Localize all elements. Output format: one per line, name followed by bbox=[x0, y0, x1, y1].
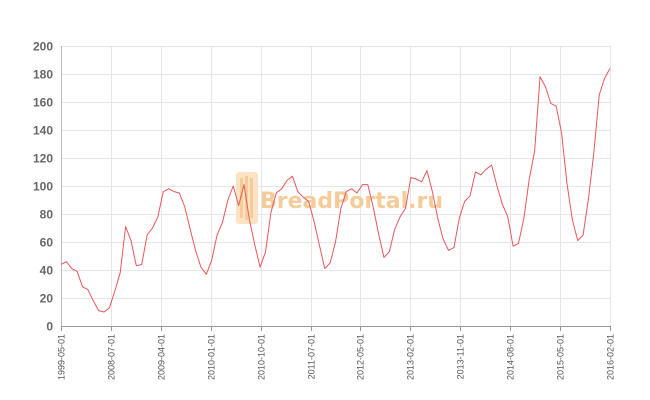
y-axis-ticks: 0 20 40 60 80 100 120 140 160 180 200 bbox=[33, 40, 53, 334]
x-tick-label: 2015-05-01 bbox=[556, 334, 566, 380]
series-line bbox=[60, 68, 611, 313]
y-tick-label: 0 bbox=[46, 320, 53, 334]
y-tick-label: 120 bbox=[33, 152, 53, 166]
x-tick-label: 2011-07-01 bbox=[307, 334, 317, 379]
x-tick-label: 2016-02-01 bbox=[606, 334, 616, 380]
y-tick-label: 140 bbox=[33, 124, 53, 138]
x-tick-label: 2012-05-01 bbox=[356, 334, 366, 380]
y-tick-label: 80 bbox=[40, 208, 54, 222]
y-tick-label: 100 bbox=[33, 180, 53, 194]
watermark-logo: BreadPortal.ru bbox=[236, 172, 443, 224]
y-tick-label: 200 bbox=[33, 40, 53, 54]
axes bbox=[61, 46, 611, 331]
y-tick-label: 20 bbox=[40, 292, 54, 306]
y-tick-label: 60 bbox=[40, 236, 54, 250]
x-tick-label: 2008-07-01 bbox=[107, 334, 117, 380]
x-tick-label: 2010-01-01 bbox=[207, 334, 217, 380]
x-tick-label: 2014-08-01 bbox=[506, 334, 516, 380]
y-tick-label: 160 bbox=[33, 96, 53, 110]
y-tick-label: 40 bbox=[40, 264, 54, 278]
grid bbox=[61, 46, 611, 326]
x-tick-label: 2009-04-01 bbox=[157, 334, 167, 380]
x-tick-label: 2013-02-01 bbox=[406, 334, 416, 380]
y-tick-label: 180 bbox=[33, 68, 53, 82]
x-tick-label: 2013-11-01 bbox=[456, 334, 466, 379]
x-tick-label: 2010-10-01 bbox=[257, 334, 267, 380]
x-tick-label: 1999-05-01 bbox=[57, 334, 67, 380]
series bbox=[60, 68, 611, 313]
wheat-icon bbox=[236, 172, 258, 224]
x-axis-ticks: 1999-05-01 2008-07-01 2009-04-01 2010-01-01… bbox=[57, 334, 616, 380]
watermark-text: BreadPortal.ru bbox=[260, 189, 443, 214]
